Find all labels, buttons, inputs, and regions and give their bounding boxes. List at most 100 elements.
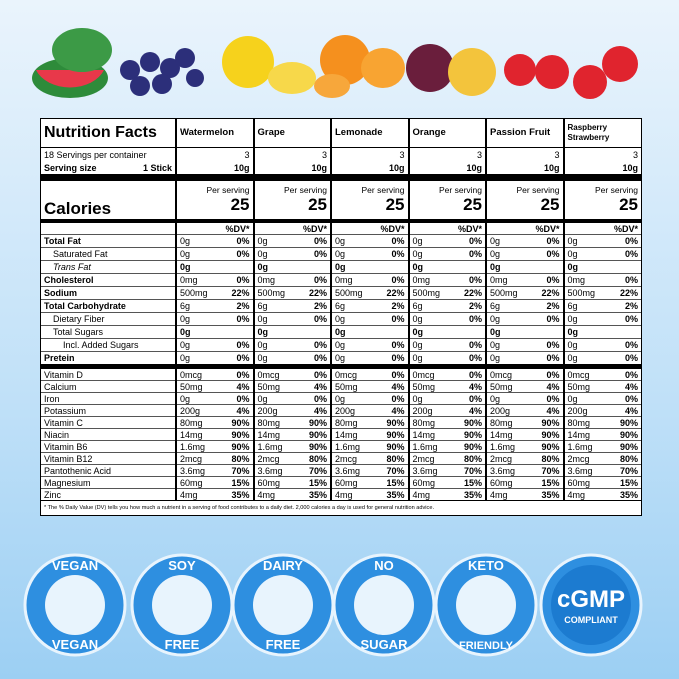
cell-values: 60mg 15% xyxy=(413,478,483,488)
amount: 0g xyxy=(335,249,346,259)
daily-value: 0% xyxy=(546,340,560,350)
daily-value: 70% xyxy=(619,465,638,476)
serving-size-value: 10g xyxy=(407,161,486,178)
nutrient-cell: 2mcg 80% xyxy=(175,452,254,465)
nutrient-cell: 3.6mg 70% xyxy=(562,464,641,477)
nutrient-name: Cholesterol xyxy=(41,273,176,287)
amount: 50mg xyxy=(412,381,436,392)
serving-size-label: Serving size xyxy=(44,162,97,173)
nutrient-cell: 0g 0% xyxy=(175,351,254,367)
amount: 60mg xyxy=(567,477,591,488)
cell-values: 0g 0% xyxy=(413,249,483,259)
nutrient-cell: 14mg 90% xyxy=(562,428,641,441)
calories-value: 25 xyxy=(619,195,638,214)
daily-value: 15% xyxy=(231,477,250,488)
nutrient-cell: 1.6mg 90% xyxy=(562,440,641,453)
serving-size-value: 10g xyxy=(330,161,409,178)
amount: 500mg xyxy=(257,288,286,298)
nutrient-cell: 3.6mg 70% xyxy=(330,464,409,477)
cell-values: 0g xyxy=(413,262,483,272)
nutrient-cell: 500mg 22% xyxy=(562,286,641,300)
cell-values: 0g xyxy=(180,327,250,337)
daily-value: 0% xyxy=(391,236,405,246)
daily-value: 0% xyxy=(236,340,250,350)
nutrient-cell: 0mcg 0% xyxy=(330,364,409,381)
cell-values: 0g 0% xyxy=(180,340,250,350)
daily-value: 0% xyxy=(236,353,250,363)
badge-top: SOY xyxy=(168,558,196,573)
daily-value: 0% xyxy=(313,236,327,246)
nutrient-cell: 0mcg 0% xyxy=(407,364,486,381)
nutrient-cell: 60mg 15% xyxy=(485,476,564,489)
nutrient-name: Sodium xyxy=(41,286,176,300)
cell-values: 50mg 4% xyxy=(335,382,405,392)
amount: 500mg xyxy=(490,288,518,298)
nutrient-cell: 50mg 4% xyxy=(562,380,641,393)
amount: 14mg xyxy=(490,429,513,440)
nutrient-cell: 6g 2% xyxy=(562,299,641,313)
badge-inner xyxy=(551,565,631,645)
amount: 3.6mg xyxy=(257,465,283,476)
amount: 1.6mg xyxy=(335,441,361,452)
cell-values: 500mg 22% xyxy=(180,288,250,298)
cell-values: 0mg 0% xyxy=(568,275,639,285)
daily-value: 90% xyxy=(463,417,482,428)
nutrient-cell: 1.6mg 90% xyxy=(485,440,564,453)
calories-label: Calories xyxy=(41,174,176,221)
serving-size-value: 10g xyxy=(252,161,331,178)
nutrient-cell: 0mg 0% xyxy=(175,273,254,287)
nutrient-cell: 0mcg 0% xyxy=(175,364,254,381)
nutrient-cell: 3.6mg 70% xyxy=(175,464,254,477)
vitamins-row: Niacin 14mg 90% 14mg 90% 14mg 90% 14mg 90% 14mg 90… xyxy=(41,428,641,441)
daily-value: 4% xyxy=(546,381,560,392)
column-name: Raspberry Strawberry xyxy=(562,119,641,148)
vitamins-row: Potassium 200g 4% 200g 4% 200g 4% 200g 4% 200g 4% 2… xyxy=(41,404,641,417)
amount: 0g xyxy=(412,340,423,350)
amount: 500mg xyxy=(567,288,596,298)
nutrient-cell: 4mg 35% xyxy=(485,488,564,500)
amount: 0g xyxy=(335,262,346,272)
cell-values: 50mg 4% xyxy=(490,382,560,392)
amount: 0g xyxy=(490,393,501,404)
cell-values: 14mg 90% xyxy=(568,430,639,440)
daily-value: 0% xyxy=(468,393,482,404)
daily-value: 4% xyxy=(391,381,405,392)
nutrient-cell: 500mg 22% xyxy=(175,286,254,300)
nutrient-cell: 500mg 22% xyxy=(485,286,564,300)
cell-values: 0g 0% xyxy=(258,236,328,246)
amount: 80mg xyxy=(412,417,436,428)
amount: 1.6mg xyxy=(490,441,516,452)
cell-values: 0g 0% xyxy=(568,236,639,246)
serving-size-value: 1 Stick xyxy=(142,162,172,173)
nutrient-cell: 0g 0% xyxy=(252,392,331,405)
cell-values: 0g 0% xyxy=(413,314,483,324)
nutrient-name: Vitamin B12 xyxy=(41,452,176,465)
daily-value: 15% xyxy=(463,477,482,488)
amount: 0g xyxy=(257,393,268,404)
nutrient-cell: 3.6mg 70% xyxy=(407,464,486,477)
cell-values: 0g 0% xyxy=(413,353,483,363)
header-row: Nutrition Facts Watermelon Grape Lemonade Or… xyxy=(41,119,641,148)
nutrient-cell: 0mcg 0% xyxy=(485,364,564,381)
nutrient-cell: 50mg 4% xyxy=(175,380,254,393)
nutrient-name: Magnesium xyxy=(41,476,176,489)
cell-values: 0g 0% xyxy=(490,353,560,363)
cell-values: 50mg 4% xyxy=(413,382,483,392)
column-name: Passion Fruit xyxy=(485,119,564,148)
servings-value: 3 xyxy=(175,147,254,161)
cell-values: 2mcg 80% xyxy=(258,454,328,464)
daily-value: 4% xyxy=(236,405,250,416)
daily-value: 70% xyxy=(386,465,405,476)
cell-values: 4mg 35% xyxy=(490,490,560,500)
daily-value: 0% xyxy=(391,369,405,380)
calories-value: 25 xyxy=(230,195,250,214)
cell-values: 3.6mg 70% xyxy=(568,466,639,476)
cell-values: 60mg 15% xyxy=(568,478,639,488)
nutrient-cell: 0g xyxy=(485,325,564,339)
nutrient-cell: 0g 0% xyxy=(175,247,254,261)
nutrient-cell: 0g 0% xyxy=(562,338,641,352)
amount: 0g xyxy=(490,314,501,324)
cell-values: 3.6mg 70% xyxy=(180,466,250,476)
nutrient-name: Vitamin C xyxy=(41,416,176,429)
badge: NO SUGAR xyxy=(332,553,436,657)
